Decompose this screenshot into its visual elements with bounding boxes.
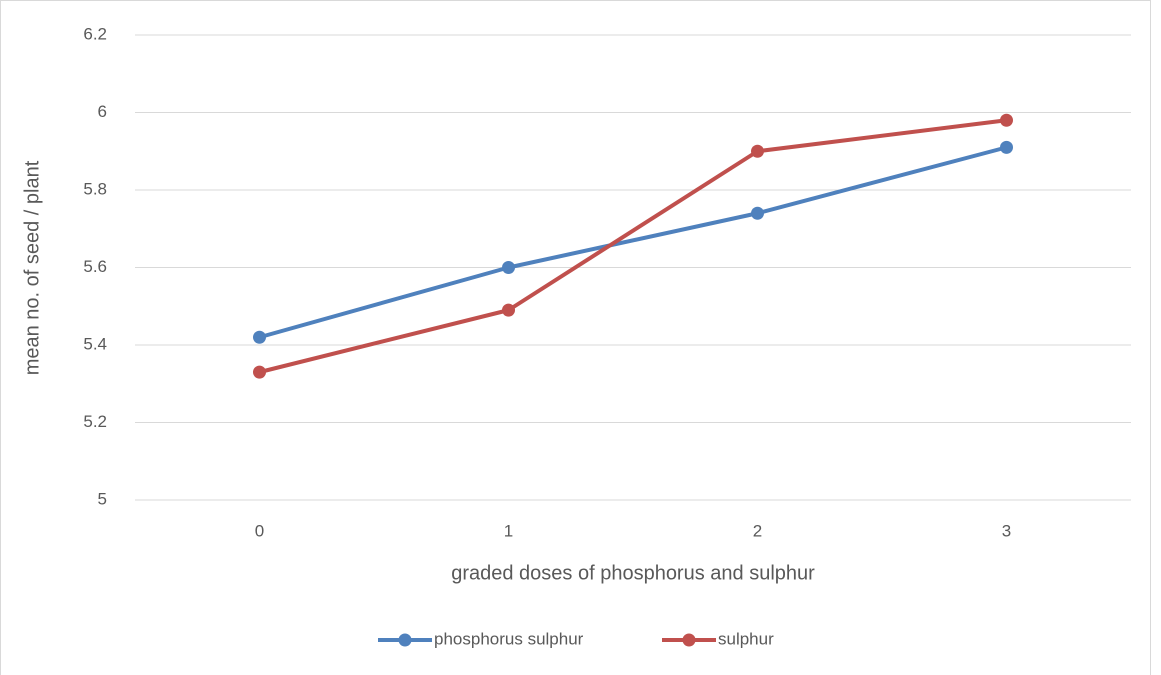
- legend-label: sulphur: [718, 629, 774, 648]
- y-tick-label: 6: [98, 102, 107, 121]
- data-point: [253, 330, 266, 344]
- y-tick-label: 5.6: [83, 257, 107, 276]
- x-tick-label: 3: [1002, 521, 1011, 540]
- data-point: [1000, 113, 1013, 127]
- data-point: [751, 144, 764, 158]
- data-point: [253, 365, 266, 379]
- x-tick-label: 0: [255, 521, 264, 540]
- data-point: [1000, 140, 1013, 154]
- data-point: [751, 206, 764, 220]
- data-point: [502, 261, 515, 274]
- y-tick-label: 5.2: [83, 412, 107, 431]
- data-point: [502, 303, 515, 317]
- legend-marker: [682, 633, 696, 647]
- legend-marker: [398, 633, 412, 647]
- y-axis-label: mean no. of seed / plant: [21, 160, 43, 375]
- y-tick-label: 5: [98, 489, 107, 508]
- line-series: [258, 145, 1008, 340]
- line-series: [259, 118, 1007, 375]
- y-tick-label: 5.8: [83, 179, 107, 198]
- x-tick-label: 2: [753, 521, 762, 540]
- y-tick-label: 6.2: [83, 24, 107, 43]
- legend-label: phosphorus sulphur: [434, 629, 584, 648]
- x-tick-label: 1: [504, 521, 513, 540]
- y-tick-label: 5.4: [83, 334, 107, 353]
- x-axis-label: graded doses of phosphorus and sulphur: [451, 562, 815, 584]
